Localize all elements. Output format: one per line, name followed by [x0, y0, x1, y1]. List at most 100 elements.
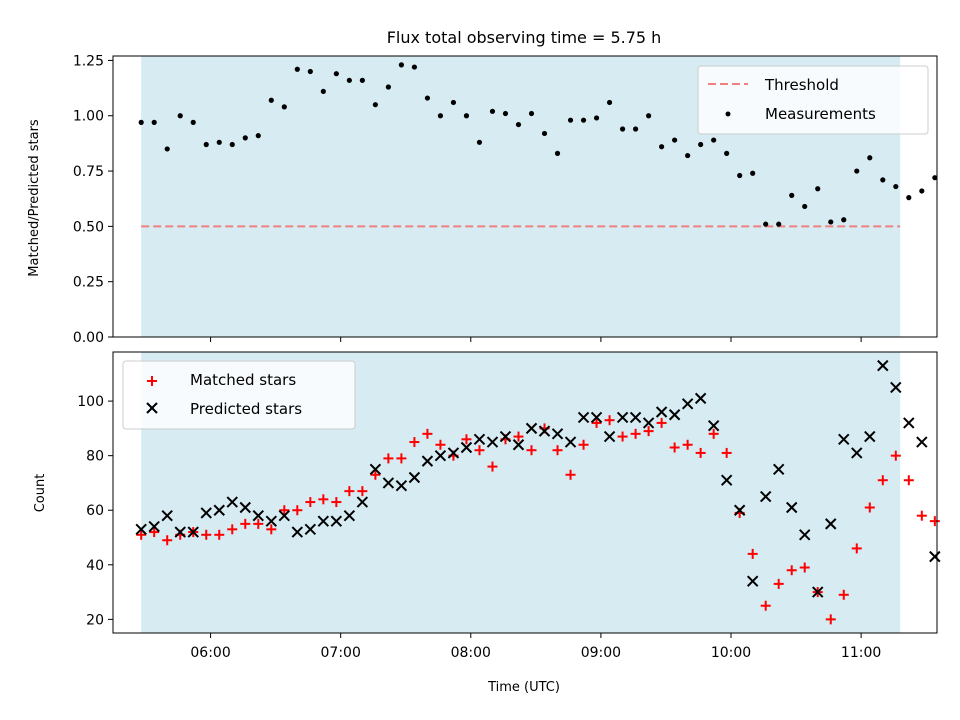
matched-star-point: [253, 518, 264, 529]
measurement-point: [554, 150, 561, 156]
legend-matched-label: Matched stars: [190, 371, 296, 389]
predicted-star-point: [213, 504, 225, 516]
measurement-point: [385, 84, 391, 90]
predicted-star-point: [707, 419, 720, 432]
measurement-point: [737, 172, 743, 179]
legend-measurements-label: Measurements: [765, 105, 876, 123]
bottom-panel: 20 40 60 80 100 06:00 07:00 08:00 09:00 10:00 11:…: [33, 351, 941, 695]
bottom-x-axis-label: Time (UTC): [487, 680, 560, 695]
top-y-axis-label: Matched/Predicted stars: [27, 119, 42, 277]
measurement-point: [372, 102, 378, 108]
measurement-point: [593, 115, 600, 121]
top-legend: Threshold Measurements: [697, 65, 929, 135]
matched-star-point: [617, 431, 628, 442]
predicted-star-point: [252, 509, 264, 522]
predicted-star-point: [421, 455, 434, 467]
bottom-x-axis-ticks: 06:00 07:00 08:00 09:00 10:00 11:00: [190, 633, 881, 661]
top-legend-box: [697, 65, 929, 135]
measurement-point: [190, 119, 196, 125]
bottom-ytick-label: 100: [77, 394, 104, 410]
predicted-star-point: [890, 381, 902, 394]
measurement-point: [138, 119, 144, 125]
predicted-star-point: [486, 436, 499, 448]
measurement-point: [255, 133, 261, 139]
predicted-star-point: [512, 439, 525, 451]
predicted-star-point: [603, 430, 616, 443]
predicted-star-point: [838, 433, 850, 446]
matched-star-point: [721, 447, 732, 458]
matched-star-point: [227, 524, 238, 535]
matched-star-point: [747, 548, 758, 559]
matched-star-point: [526, 445, 537, 456]
predicted-star-point: [746, 575, 759, 587]
top-plot-frame: [112, 55, 938, 338]
measurement-point: [437, 113, 444, 119]
bottom-xtick-label: 08:00: [451, 645, 491, 661]
predicted-star-point: [525, 422, 538, 435]
chart-title: Flux total observing time = 5.75 h: [387, 28, 662, 47]
legend-predicted-label: Predicted stars: [190, 400, 302, 418]
measurement-point: [203, 141, 209, 148]
predicted-star-point: [369, 463, 382, 476]
predicted-star-point: [499, 430, 512, 443]
measurement-point: [776, 221, 782, 227]
measurements-series: [138, 62, 938, 227]
predicted-star-point: [759, 490, 772, 503]
predicted-star-point: [278, 509, 291, 522]
measurement-point: [854, 168, 860, 174]
matched-star-point: [643, 426, 654, 437]
matched-star-point: [591, 417, 602, 428]
measurement-point: [164, 146, 170, 152]
matched-star-point: [656, 417, 667, 428]
bottom-y-axis-ticks: 20 40 60 80 100: [77, 394, 113, 628]
measurement-point: [411, 64, 418, 70]
measurement-point: [463, 113, 470, 119]
predicted-star-point: [304, 523, 317, 536]
predicted-star-point: [473, 433, 486, 446]
matched-star-point: [292, 505, 303, 516]
predicted-star-point: [239, 501, 251, 514]
matched-star-point: [604, 415, 615, 426]
predicted-star-point: [226, 496, 238, 508]
matched-star-point: [409, 437, 420, 448]
measurement-point: [515, 121, 522, 128]
matched-star-point: [552, 445, 563, 456]
matched-star-point: [838, 589, 849, 600]
matched-star-point: [487, 461, 498, 472]
predicted-star-point: [720, 474, 733, 486]
predicted-star-point: [356, 496, 369, 508]
top-y-axis-ticks: 0.00 0.25 0.50 0.75 1.00 1.25: [73, 53, 113, 346]
matched-star-point: [305, 497, 316, 508]
matched-star-point: [695, 447, 706, 458]
matched-star-point: [370, 469, 381, 480]
predicted-star-point: [200, 507, 212, 519]
predicted-star-point: [538, 425, 551, 437]
predicted-star-point: [825, 518, 837, 530]
predicted-star-point: [616, 411, 629, 424]
matched-star-point: [396, 453, 407, 464]
matched-star-point: [240, 518, 251, 529]
bottom-ytick-label: 20: [86, 612, 104, 628]
predicted-star-point: [903, 417, 915, 429]
matched-star-point: [890, 450, 901, 461]
matched-star-point: [565, 469, 576, 480]
legend-matched-swatch: [147, 376, 157, 386]
bottom-plot-frame: [112, 351, 938, 634]
predicted-star-point: [655, 406, 668, 418]
measurement-point: [346, 77, 352, 83]
matched-star-point: [474, 445, 485, 456]
matched-star-point: [877, 475, 888, 486]
top-ytick-label: 0.00: [73, 330, 104, 346]
predicted-star-point: [187, 526, 199, 538]
measurement-point: [841, 217, 847, 223]
predicted-star-point: [174, 526, 186, 538]
measurement-point: [450, 99, 457, 106]
measurement-point: [685, 152, 691, 159]
predicted-star-point: [786, 501, 798, 514]
predicted-star-point: [799, 529, 811, 541]
matched-star-point: [669, 442, 680, 453]
predicted-star-point: [772, 463, 785, 476]
predicted-star-point: [916, 436, 928, 448]
predicted-star-point: [864, 430, 876, 443]
